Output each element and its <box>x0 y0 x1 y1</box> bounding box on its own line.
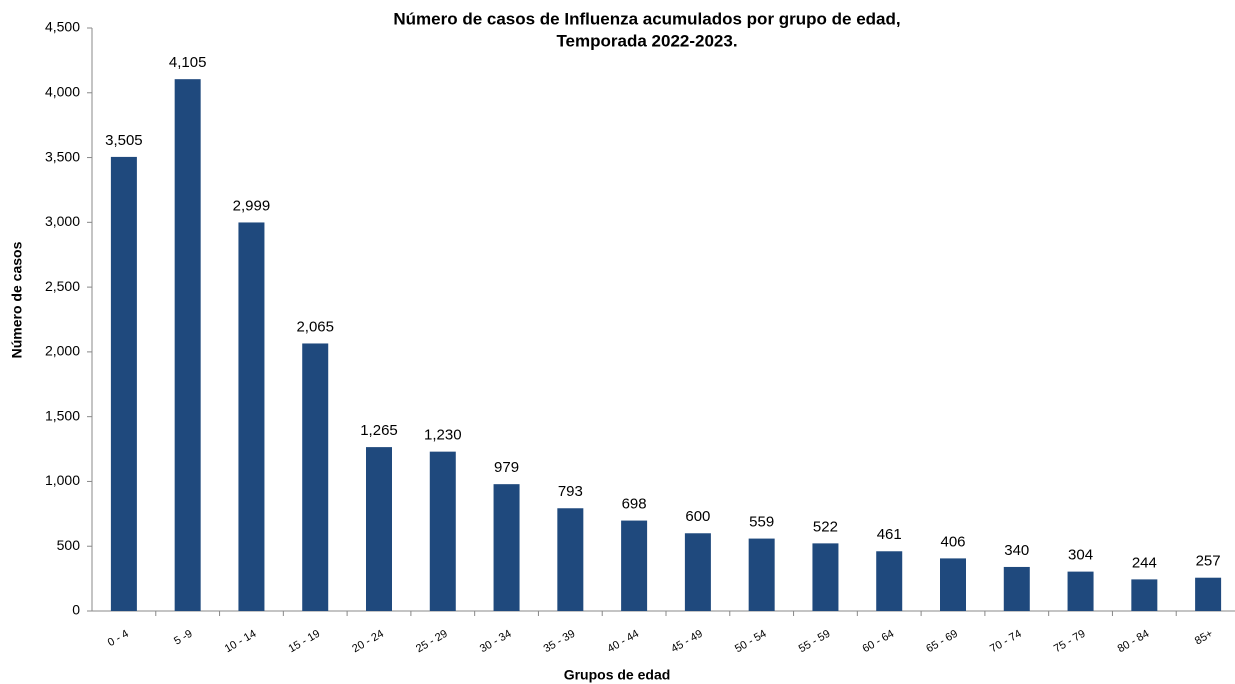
bar <box>1067 571 1094 611</box>
y-tick-label: 500 <box>57 537 81 553</box>
x-tick-label: 40 - 44 <box>605 628 641 656</box>
x-tick-label: 60 - 64 <box>861 628 897 656</box>
value-label: 406 <box>940 533 965 550</box>
bar <box>366 447 392 611</box>
bar <box>429 451 456 611</box>
bar <box>110 156 137 611</box>
value-label: 257 <box>1196 553 1221 570</box>
y-tick-label: 3,500 <box>45 148 80 164</box>
x-tick-label: 55 - 59 <box>797 628 833 656</box>
x-tick-label: 20 - 24 <box>350 628 386 656</box>
x-tick-label: 50 - 54 <box>733 628 769 656</box>
value-label: 522 <box>813 518 838 535</box>
bar <box>557 508 584 611</box>
x-tick-label: 45 - 49 <box>669 628 705 656</box>
bar <box>748 538 775 611</box>
x-tick-label: 30 - 34 <box>478 628 514 656</box>
bar <box>174 79 201 612</box>
x-tick-label: 80 - 84 <box>1116 628 1152 656</box>
bar <box>684 533 711 611</box>
x-tick-label: 35 - 39 <box>542 628 578 656</box>
chart-title: Número de casos de Influenza acumulados … <box>393 9 900 28</box>
x-tick-label: 65 - 69 <box>924 628 960 656</box>
value-label: 600 <box>685 508 710 525</box>
y-tick-label: 0 <box>72 602 80 618</box>
bar <box>1195 577 1222 611</box>
value-label: 2,065 <box>296 318 334 335</box>
value-label: 559 <box>749 514 774 531</box>
value-label: 461 <box>877 526 902 543</box>
value-label: 1,230 <box>424 427 462 444</box>
value-label: 979 <box>494 459 519 476</box>
bar <box>812 543 839 611</box>
bar <box>1131 579 1158 611</box>
bar <box>621 520 648 611</box>
y-tick-label: 4,000 <box>45 83 80 99</box>
x-tick-label: 70 - 74 <box>988 628 1024 656</box>
bar <box>238 222 265 611</box>
bar <box>1003 566 1030 611</box>
x-tick-label: 15 - 19 <box>287 628 323 656</box>
value-label: 793 <box>558 483 583 500</box>
y-tick-label: 2,500 <box>45 278 80 294</box>
y-tick-label: 4,500 <box>45 19 80 35</box>
bar <box>876 551 903 611</box>
bar <box>940 558 966 611</box>
x-tick-label: 5 -9 <box>172 628 194 648</box>
x-tick-label: 10 - 14 <box>223 628 259 656</box>
value-label: 244 <box>1132 554 1157 571</box>
bar <box>302 343 329 611</box>
value-label: 2,999 <box>233 197 271 214</box>
x-tick-label: 0 - 4 <box>106 628 131 649</box>
chart-title: Temporada 2022-2023. <box>556 31 737 50</box>
bar <box>493 484 520 611</box>
x-tick-label: 25 - 29 <box>414 628 450 656</box>
value-label: 304 <box>1068 547 1093 564</box>
value-label: 340 <box>1004 542 1029 559</box>
y-tick-label: 1,500 <box>45 407 80 423</box>
x-tick-label: 75 - 79 <box>1052 628 1088 656</box>
y-tick-label: 1,000 <box>45 472 80 488</box>
x-tick-label: 85+ <box>1193 628 1215 648</box>
y-axis-title: Número de casos <box>9 241 25 358</box>
y-tick-label: 2,000 <box>45 343 80 359</box>
x-axis-title: Grupos de edad <box>564 667 671 683</box>
value-label: 3,505 <box>105 132 143 149</box>
value-label: 4,105 <box>169 54 207 71</box>
value-label: 1,265 <box>360 422 398 439</box>
y-tick-label: 3,000 <box>45 213 80 229</box>
value-label: 698 <box>622 496 647 513</box>
